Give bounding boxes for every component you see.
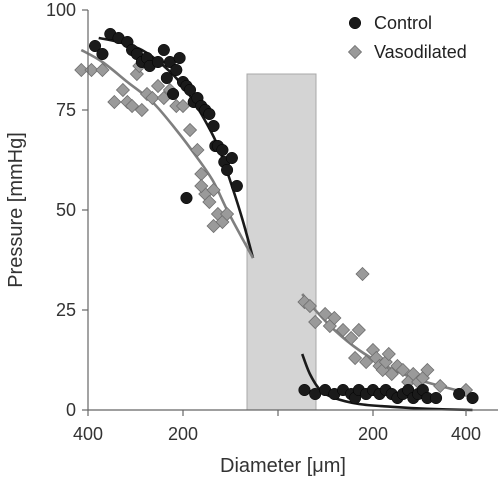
control-point [298, 383, 311, 397]
ticks: 0 25 50 75 100 400 200 200 400 [46, 0, 481, 444]
vasodilated-point [420, 362, 435, 378]
vasodilated-point [359, 354, 374, 370]
legend-vasodilated-label: Vasodilated [374, 42, 467, 62]
control-point [183, 83, 197, 97]
vasodilated-point [355, 266, 370, 282]
control-point [230, 179, 243, 193]
vasodilated-point [351, 322, 366, 338]
y-tick-label: 100 [46, 0, 76, 20]
y-tick-label: 25 [56, 300, 76, 320]
legend-control-label: Control [374, 13, 432, 33]
vasodilated-point [308, 314, 323, 330]
vasodilated-point [145, 90, 160, 106]
control-point [160, 71, 173, 85]
y-tick-label: 50 [56, 200, 76, 220]
control-point [88, 39, 102, 53]
control-point [207, 119, 220, 133]
vasodilated-point [115, 82, 131, 98]
control-point [216, 143, 229, 157]
vasodilated-point [134, 102, 149, 118]
control-point [170, 63, 183, 77]
vasodilated-point [348, 350, 363, 366]
vasodilated-point [327, 310, 342, 326]
control-point [453, 387, 466, 401]
vasodilated-point [190, 142, 205, 158]
control-point [151, 55, 165, 69]
vasodilated-point [344, 330, 359, 346]
gap-band [246, 73, 317, 411]
y-axis-label: Pressure [mmHg] [5, 132, 27, 288]
control-point [157, 43, 170, 57]
vasodilated-point [206, 218, 221, 234]
vasodilated-point [302, 298, 318, 314]
legend-vasodilated-marker [347, 44, 363, 60]
x-axis-label: Diameter [μm] [220, 455, 346, 477]
vasodilated-point [433, 378, 448, 394]
vasodilated-point [206, 182, 221, 198]
y-tick-label: 75 [56, 100, 76, 120]
data-markers [74, 27, 479, 405]
vasodilated-point [175, 98, 191, 114]
control-point [167, 87, 180, 101]
vasodilated-point [384, 366, 399, 382]
vasodilated-point [202, 194, 217, 210]
vasodilated-point [150, 78, 166, 94]
control-point [203, 107, 216, 121]
control-point [430, 391, 443, 405]
vasodilated-fit-left [80, 48, 255, 259]
legend-control-marker [348, 16, 362, 30]
legend: Control Vasodilated [347, 13, 467, 62]
vasodilated-point [395, 362, 411, 378]
vasodilated-point [74, 62, 89, 78]
control-point [221, 163, 234, 177]
x-tick-label: 200 [358, 424, 388, 444]
control-point [173, 51, 186, 65]
vasodilated-point [335, 322, 351, 338]
vasodilated-point [182, 122, 198, 138]
control-point [96, 47, 109, 61]
vasodilated-fit-right [301, 293, 473, 396]
control-point [180, 191, 193, 205]
vasodilated-point [194, 178, 209, 194]
control-point [225, 151, 238, 165]
y-tick-label: 0 [66, 400, 76, 420]
x-tick-label: 200 [168, 424, 198, 444]
vasodilated-point [125, 98, 140, 114]
control-point [466, 391, 479, 405]
vasodilated-point [95, 62, 110, 78]
vasodilated-point [220, 206, 235, 222]
control-fit-right [300, 353, 473, 412]
x-tick-label: 400 [73, 424, 103, 444]
x-tick-label: 400 [451, 424, 481, 444]
vasodilated-point [381, 346, 396, 362]
vasodilated-point [107, 94, 122, 110]
